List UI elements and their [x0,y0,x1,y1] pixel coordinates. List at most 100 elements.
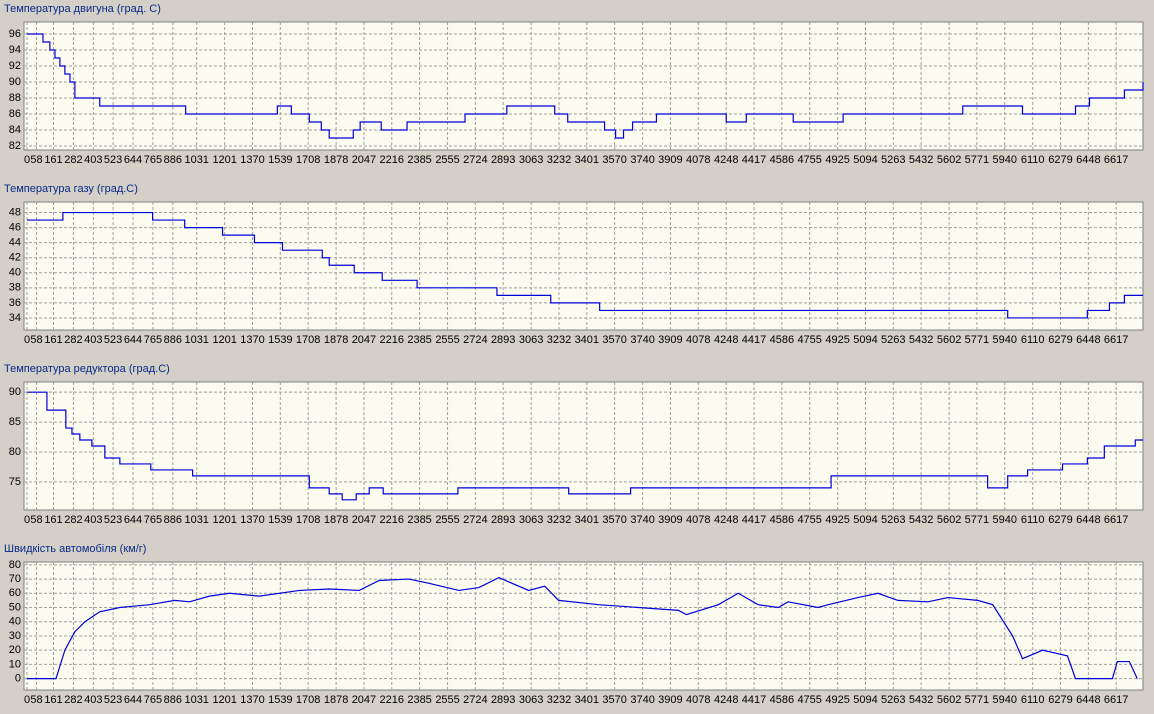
x-tick-label: 5940 [992,154,1016,166]
x-tick-label: 1539 [268,694,292,706]
x-tick-label: 5771 [965,514,989,526]
x-tick-label: 3740 [630,514,654,526]
x-tick-label: 3401 [575,514,599,526]
x-tick-label: 5263 [881,514,905,526]
x-tick-label: 3740 [630,694,654,706]
x-tick-label: 5094 [853,334,877,346]
x-tick-label: 1031 [184,694,208,706]
x-tick-label: 4925 [825,514,849,526]
x-tick-label: 5602 [937,334,961,346]
x-tick-label: 2047 [352,694,376,706]
y-tick-label: 60 [9,587,21,599]
y-tick-label: 20 [9,644,21,656]
x-tick-label: 282 [64,514,82,526]
y-tick-label: 82 [9,140,21,152]
chart-title: Температура двигуна (град. С) [4,3,161,15]
x-tick-label: 5432 [909,514,933,526]
x-tick-label: 644 [124,514,142,526]
x-tick-label: 765 [144,334,162,346]
x-tick-label: 58 [30,334,42,346]
x-tick-label: 6617 [1104,514,1128,526]
x-tick-label: 1539 [268,154,292,166]
x-tick-label: 5263 [881,154,905,166]
x-tick-label: 4586 [770,334,794,346]
x-tick-label: 1201 [212,154,236,166]
x-tick-label: 2724 [463,694,487,706]
x-tick-label: 2216 [380,694,404,706]
x-tick-label: 2724 [463,514,487,526]
x-tick-label: 6279 [1048,334,1072,346]
x-tick-label: 5771 [965,334,989,346]
x-tick-label: 3232 [547,694,571,706]
data-line [27,391,1143,501]
x-tick-label: 3401 [575,154,599,166]
x-tick-label: 2555 [435,694,459,706]
x-tick-label: 3909 [658,154,682,166]
x-tick-label: 4078 [686,514,710,526]
x-tick-label: 3063 [519,154,543,166]
x-tick-label: 3740 [630,154,654,166]
x-tick-label: 765 [144,154,162,166]
x-tick-label: 3909 [658,334,682,346]
x-tick-label: 2724 [463,154,487,166]
x-tick-label: 4755 [797,154,821,166]
x-tick-label: 0 [24,154,30,166]
chart-panel: Температура двигуна (град. С) 82 84 86 88 90 9… [4,3,1144,166]
x-tick-label: 2216 [380,514,404,526]
x-tick-label: 5940 [992,694,1016,706]
x-tick-label: 5602 [937,514,961,526]
x-tick-label: 282 [64,694,82,706]
y-tick-label: 40 [9,267,21,279]
x-tick-label: 3232 [547,514,571,526]
x-tick-label: 6279 [1048,694,1072,706]
y-tick-label: 86 [9,108,21,120]
y-tick-label: 80 [9,446,21,458]
x-tick-label: 3063 [519,514,543,526]
x-tick-label: 2724 [463,334,487,346]
x-tick-label: 886 [164,694,182,706]
x-tick-label: 1370 [240,514,264,526]
chart-title: Швидкість автомобіля (км/г) [4,543,146,555]
x-tick-label: 5602 [937,694,961,706]
data-line [27,33,1144,139]
x-tick-label: 2555 [435,334,459,346]
x-tick-label: 6617 [1104,334,1128,346]
x-tick-label: 6617 [1104,154,1128,166]
x-tick-label: 403 [84,154,102,166]
x-tick-label: 4417 [742,154,766,166]
x-tick-label: 1031 [184,154,208,166]
x-tick-label: 886 [164,154,182,166]
x-tick-label: 2216 [380,334,404,346]
x-tick-label: 5263 [881,334,905,346]
x-tick-label: 5094 [853,154,877,166]
y-tick-label: 42 [9,252,21,264]
x-tick-label: 3401 [575,334,599,346]
x-tick-label: 765 [144,694,162,706]
x-tick-label: 6617 [1104,694,1128,706]
x-tick-label: 523 [104,154,122,166]
chart-panel: Температура газу (град.С) 34 36 38 40 42 44 46 4… [4,183,1144,346]
x-tick-label: 403 [84,694,102,706]
y-tick-label: 92 [9,60,21,72]
x-tick-label: 3063 [519,334,543,346]
x-tick-label: 5940 [992,334,1016,346]
y-tick-label: 10 [9,658,21,670]
x-tick-label: 1201 [212,694,236,706]
x-tick-label: 5940 [992,514,1016,526]
x-tick-label: 2893 [491,154,515,166]
x-tick-label: 523 [104,694,122,706]
x-tick-label: 6110 [1021,694,1045,706]
x-tick-label: 3570 [602,334,626,346]
x-tick-label: 2893 [491,514,515,526]
data-line [27,211,1143,319]
x-tick-label: 1539 [268,514,292,526]
y-tick-label: 46 [9,222,21,234]
y-tick-label: 85 [9,416,21,428]
x-tick-label: 886 [164,514,182,526]
x-tick-label: 4925 [825,154,849,166]
x-tick-label: 4755 [797,694,821,706]
x-tick-label: 886 [164,334,182,346]
x-tick-label: 4586 [770,514,794,526]
y-tick-label: 75 [9,476,21,488]
x-tick-label: 4078 [686,154,710,166]
